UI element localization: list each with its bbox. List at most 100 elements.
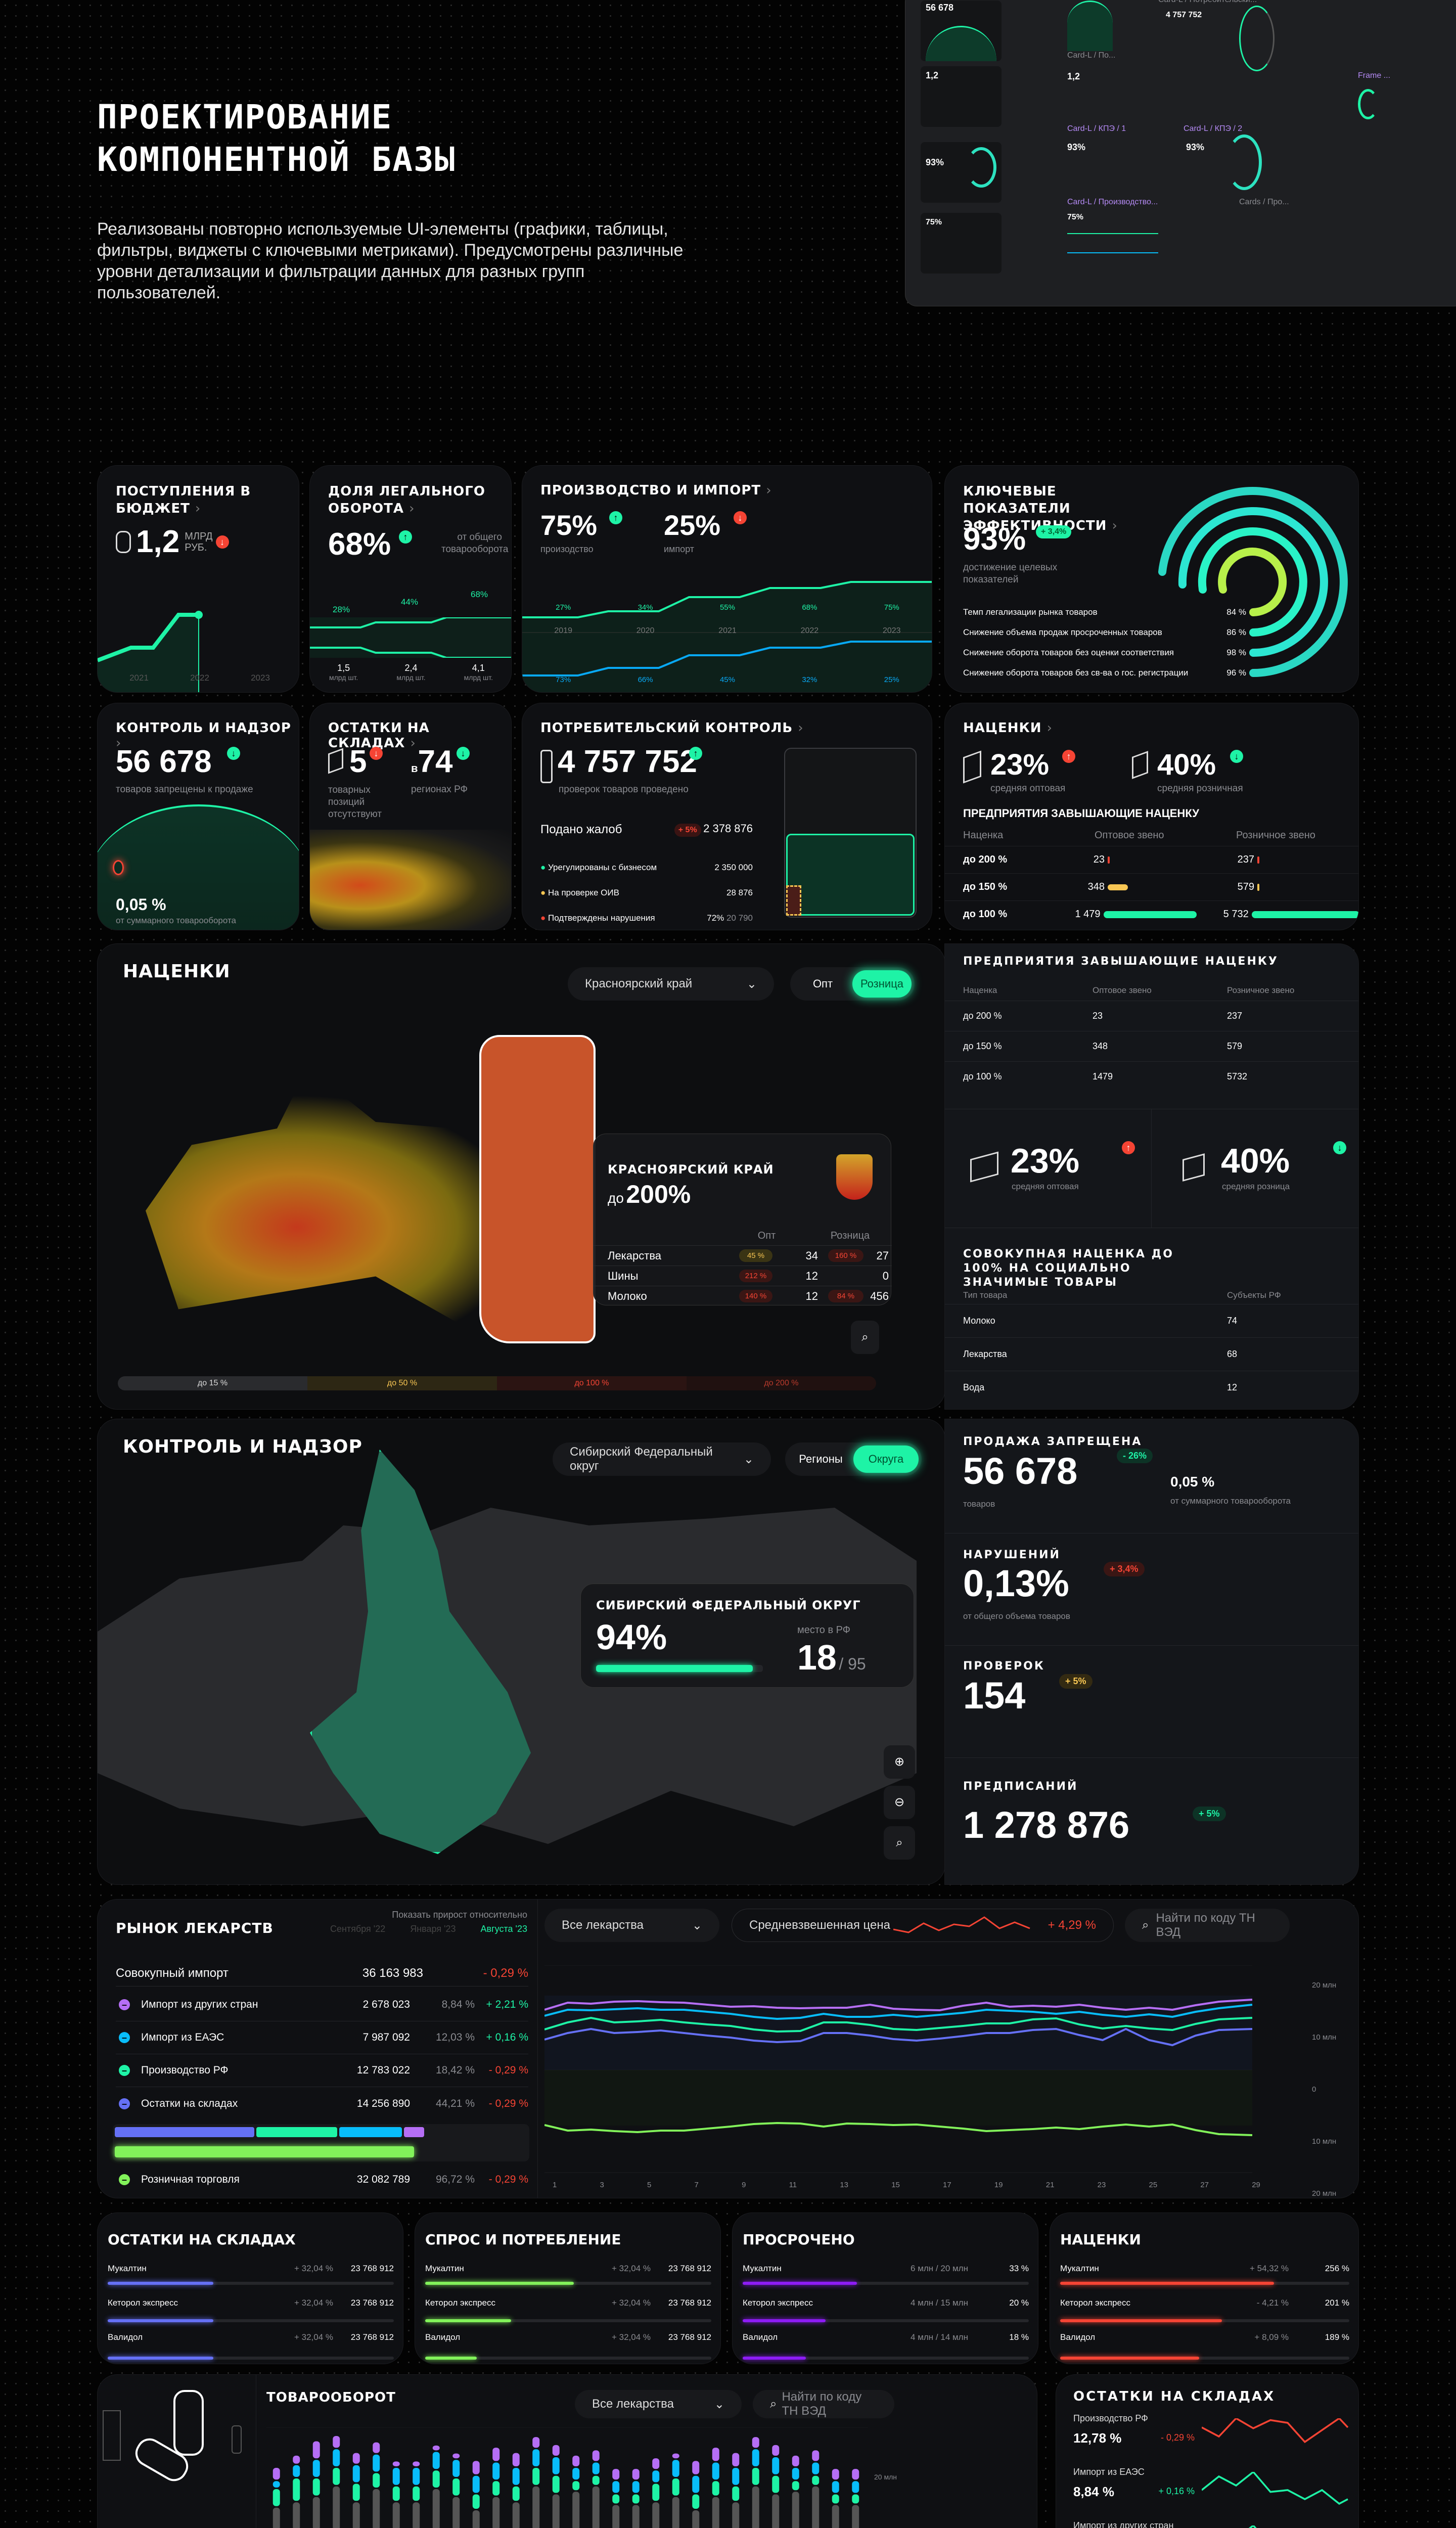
arrow-down-icon: ↓ [227, 747, 240, 760]
mini-row: Валидол + 8,09 % 189 % [1060, 2332, 1349, 2342]
search-icon: ⌕ [770, 2397, 777, 2411]
period-sep22[interactable]: Сентября '22 [330, 1924, 386, 1934]
mini-row: Кеторол экспресс 4 млн / 15 млн 20 % [743, 2298, 1029, 2308]
district-progress-bar [596, 1665, 763, 1672]
market-row[interactable]: – Производство РФ 12 783 022 18,42 % - 0,29 … [116, 2054, 528, 2087]
arrow-up-icon: ↑ [399, 530, 412, 544]
chevron-down-icon: ⌄ [714, 2397, 724, 2411]
table-row: Вода 12 [945, 1371, 1358, 1404]
tn-ved-search[interactable]: ⌕ Найти по коду ТН ВЭД [1125, 1909, 1290, 1942]
markup-card[interactable]: НАЦЕНКИ › 23% ↑ средняя оптовая 40% ↓ ср… [944, 703, 1359, 930]
arrow-up-icon: ↑ [609, 511, 622, 524]
chevron-right-icon: › [798, 720, 804, 736]
table-row: Лекарства 68 [945, 1337, 1358, 1371]
box-icon [328, 748, 343, 774]
control-card[interactable]: КОНТРОЛЬ И НАДЗОР › 56 678 ↓ товаров зап… [97, 703, 299, 930]
stock-spark-card: ОСТАТКИ НА СКЛАДАХ Производство РФ 12,78… [1056, 2374, 1359, 2528]
selected-region-krasnoyarsk[interactable] [479, 1035, 596, 1343]
turnover-bar-chart [266, 2427, 868, 2528]
spark-row: Импорт из других стран 18,42 % + 2,21 % [1073, 2520, 1346, 2528]
zoom-reset-button[interactable]: ⌕ [884, 1826, 915, 1860]
mini-row: Кеторол экспресс + 32,04 % 23 768 912 [108, 2298, 394, 2308]
market-row[interactable]: – Импорт из других стран 2 678 023 8,84 % + … [116, 1989, 528, 2021]
table-row: до 150 % 348 579 [945, 873, 1358, 900]
period-jan23[interactable]: Января '23 [410, 1924, 456, 1934]
kpi-card[interactable]: КЛЮЧЕВЫЕ ПОКАЗАТЕЛИ ЭФФЕКТИВНОСТИ › 93% … [944, 465, 1359, 693]
toggle-districts[interactable]: Округа [853, 1446, 919, 1473]
arrow-up-icon: ↑ [1062, 750, 1075, 763]
kpi-item: Темп легализации рынка товаров 84 % [963, 607, 1246, 617]
turnover-search[interactable]: ⌕ Найти по коду ТН ВЭД [753, 2390, 894, 2418]
mini-row: Кеторол экспресс + 32,04 % 23 768 912 [425, 2298, 711, 2308]
coat-of-arms-icon [836, 1154, 873, 1200]
consumer-control-card[interactable]: ПОТРЕБИТЕЛЬСКИЙ КОНТРОЛЬ › 4 757 752 ↑ п… [522, 703, 932, 930]
opt-retail-toggle[interactable]: Опт Розница [790, 967, 915, 1001]
alert-marker [113, 860, 124, 875]
table-row: до 150 % 348 579 [945, 1031, 1358, 1061]
progress-bar [108, 2282, 394, 2285]
drug-filter-select[interactable]: Все лекарства ⌄ [544, 1909, 719, 1942]
arrow-up-icon: ↑ [689, 747, 702, 760]
toggle-series-icon[interactable]: – [119, 2098, 130, 2109]
hero-description: Реализованы повторно используемые UI-эле… [97, 219, 684, 302]
toggle-series-icon[interactable]: – [119, 2065, 130, 2076]
market-row[interactable]: – Импорт из ЕАЭС 7 987 092 12,03 % + 0,16 % [116, 2021, 528, 2054]
mini-row: Валидол 4 млн / 14 млн 18 % [743, 2332, 1029, 2342]
chevron-right-icon: › [1046, 720, 1053, 736]
budget-card[interactable]: ПОСТУПЛЕНИЯ В БЮДЖЕТ › 1,2 МЛРД РУБ. ↓ 20… [97, 465, 299, 693]
box-icon [1132, 751, 1148, 779]
chevron-right-icon: › [409, 501, 415, 516]
mini-cards-row-1: ОСТАТКИ НА СКЛАДАХ Мукалтин + 32,04 % 23… [97, 2213, 1359, 2364]
popup-row: Лекарства 45 % 34 160 % 27 [594, 1245, 892, 1266]
legal-share-chart [310, 617, 511, 658]
coins-icon [116, 530, 131, 553]
region-select[interactable]: Красноярский край ⌄ [568, 967, 774, 1001]
toggle-retail[interactable]: Розница [852, 970, 912, 998]
mini-row: Мукалтин + 54,32 % 256 % [1060, 2264, 1349, 2273]
chevron-right-icon: › [766, 483, 772, 498]
markup-legend: до 15 % до 50 % до 100 % до 200 % [118, 1376, 876, 1390]
heatmap-russia-map [310, 830, 511, 930]
chevron-down-icon: ⌄ [692, 1918, 702, 1932]
zoom-reset-button[interactable]: ⌕ [851, 1321, 879, 1354]
legal-turnover-card[interactable]: ДОЛЯ ЛЕГАЛЬНОГО ОБОРОТА › 68% ↑ от общег… [309, 465, 512, 693]
mini-row: Мукалтин + 32,04 % 23 768 912 [425, 2264, 711, 2273]
sparkline-chart [1202, 2472, 1348, 2505]
table-row: до 100 % 1 479 5 732 [945, 900, 1358, 928]
arrow-down-icon: ↓ [215, 535, 229, 549]
chevron-right-icon: › [116, 736, 122, 751]
complaint-row: ● На проверке ОИВ 28 876 [540, 888, 753, 897]
complaint-row: ● Подтверждены нарушения 72% 20 790 [540, 913, 753, 923]
zoom-in-button[interactable]: ⊕ [884, 1745, 915, 1779]
stock-card[interactable]: ОСТАТКИ НА СКЛАДАХ › 5 ↓ товарных позици… [309, 703, 512, 930]
production-import-card[interactable]: ПРОИЗВОДСТВО И ИМПОРТ › 75% ↑ произодств… [522, 465, 932, 693]
chevron-right-icon: › [1112, 518, 1118, 533]
district-select[interactable]: Сибирский Федеральный округ ⌄ [553, 1442, 771, 1476]
complaint-row: ● Урегулированы с бизнесом 2 350 000 [540, 863, 753, 872]
turnover-filter-select[interactable]: Все лекарства ⌄ [575, 2390, 742, 2418]
toggle-series-icon[interactable]: – [119, 1999, 130, 2010]
period-aug23[interactable]: Августа '23 [480, 1924, 527, 1934]
toggle-regions[interactable]: Регионы [799, 1453, 843, 1465]
progress-bar [108, 2357, 394, 2360]
toggle-series-icon[interactable]: – [119, 2032, 130, 2043]
market-row[interactable]: – Остатки на складах 14 256 890 44,21 % - 0,… [116, 2087, 528, 2120]
production-import-chart [522, 581, 932, 692]
kpi-radial-chart [1158, 487, 1348, 677]
regions-districts-toggle[interactable]: Регионы Округа [785, 1442, 922, 1476]
control-side-panel: ПРОДАЖА ЗАПРЕЩЕНА 56 678 - 26% товаров 0… [944, 1419, 1359, 1885]
mini-row: Мукалтин + 32,04 % 23 768 912 [108, 2264, 394, 2273]
mini-card: ОСТАТКИ НА СКЛАДАХ Мукалтин + 32,04 % 23… [97, 2213, 403, 2364]
market-row[interactable]: – Розничная торговля 32 082 789 96,72 % - 0,… [116, 2174, 528, 2186]
weighted-price-widget[interactable]: Средневзвешенная цена + 4,29 % [732, 1909, 1114, 1942]
drug-market-line-chart [544, 1965, 1253, 2173]
chevron-right-icon: › [410, 736, 416, 751]
arrow-down-icon: ↓ [1333, 1141, 1346, 1154]
toggle-opt[interactable]: Опт [812, 977, 833, 990]
zoom-out-button[interactable]: ⊖ [884, 1786, 915, 1819]
progress-bar [743, 2282, 1029, 2285]
toggle-series-icon[interactable]: – [119, 2174, 130, 2185]
popup-row: Шины 212 % 12 0 [594, 1266, 892, 1286]
progress-bar [425, 2282, 711, 2285]
district-popup: СИБИРСКИЙ ФЕДЕРАЛЬНЫЙ ОКРУГ 94% место в … [580, 1584, 914, 1688]
